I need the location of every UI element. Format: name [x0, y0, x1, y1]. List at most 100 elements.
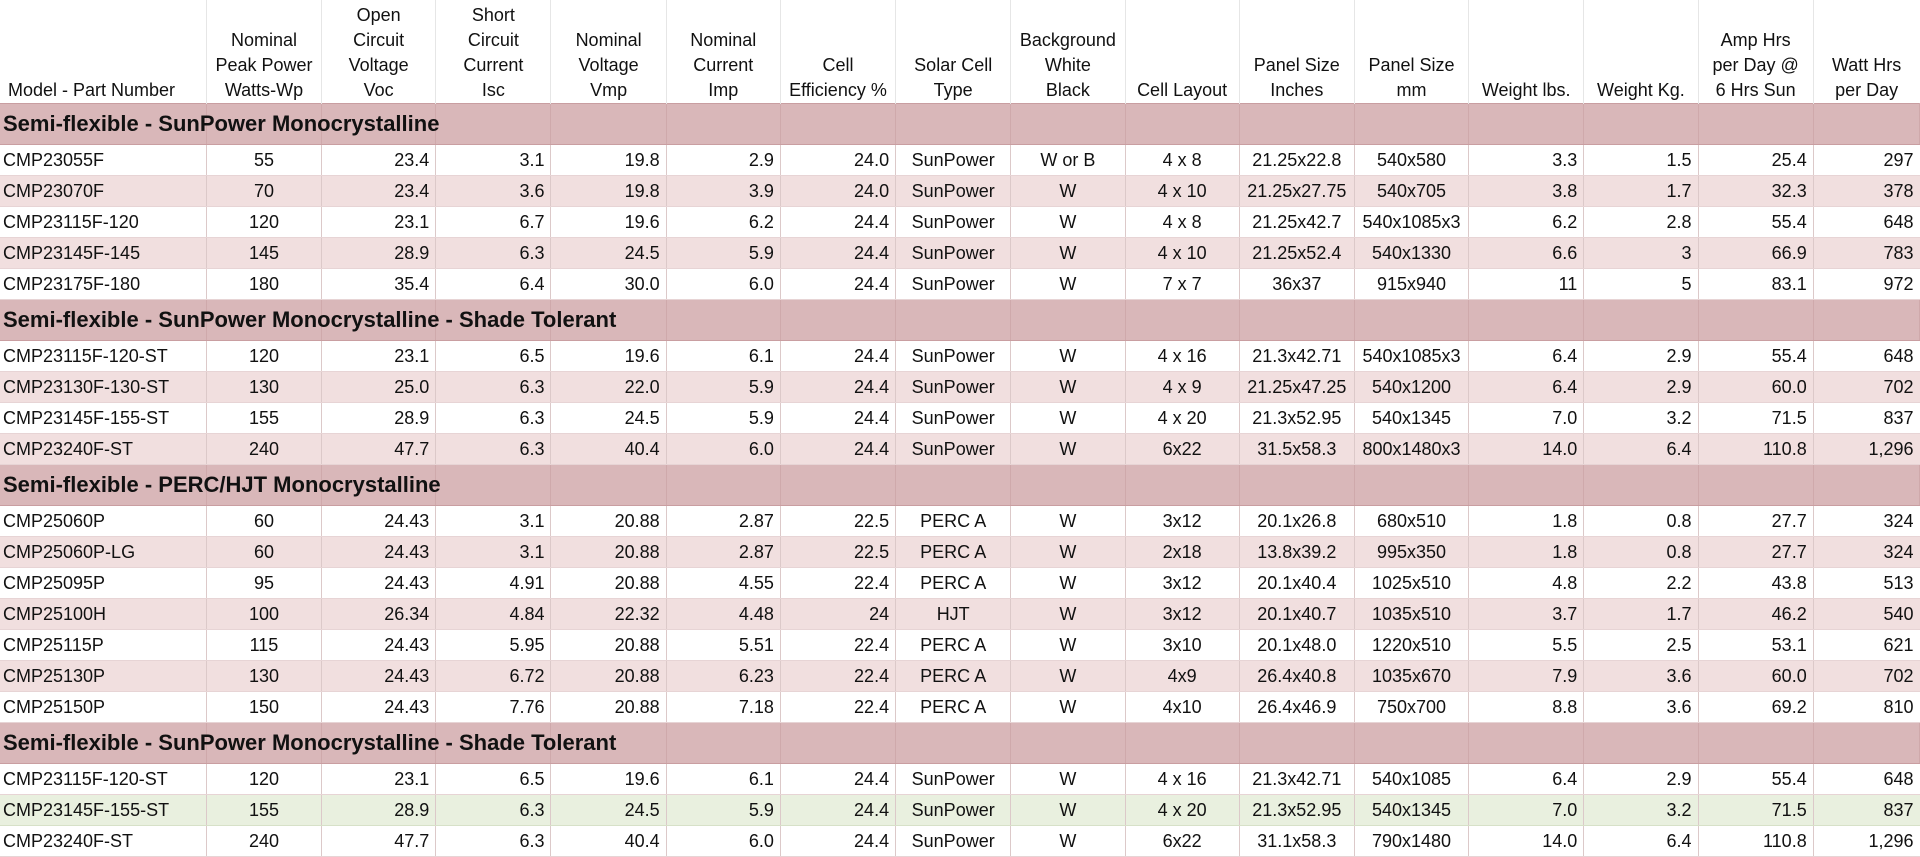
section-filler-cell: [895, 722, 1012, 764]
cell-nominal-voltage: 20.88: [550, 536, 667, 568]
column-header-line: Current: [463, 55, 524, 75]
table-header: Model - Part Number Nominal Peak Power Watt…: [0, 0, 1920, 104]
cell-peak-power: 95: [206, 567, 323, 599]
cell-background-color: W: [1010, 536, 1126, 568]
cell-peak-power: 130: [206, 660, 323, 692]
cell-model-part-number: CMP25130P: [0, 660, 207, 692]
cell-amp-hrs-per-day: 53.1: [1698, 629, 1814, 661]
cell-panel-size-mm: 1025x510: [1354, 567, 1470, 599]
section-filler-cell: [895, 299, 1012, 341]
section-filler-cell: [1239, 464, 1355, 506]
column-header-line: Weight Kg.: [1597, 80, 1685, 100]
cell-nominal-voltage: 20.88: [550, 505, 667, 537]
cell-background-color: W: [1010, 206, 1126, 238]
cell-short-circuit-current: 6.5: [435, 340, 552, 372]
cell-weight-lbs: 1.8: [1468, 536, 1585, 568]
cell-short-circuit-current: 6.72: [435, 660, 552, 692]
cell-cell-efficiency: 24.4: [780, 433, 897, 465]
column-header-panel-size-mm: Panel Size mm: [1354, 0, 1470, 104]
cell-peak-power: 55: [206, 144, 323, 176]
column-header-line: Efficiency %: [789, 80, 887, 100]
cell-cell-layout: 3x12: [1125, 598, 1240, 630]
cell-nominal-current: 2.87: [666, 536, 781, 568]
cell-model-part-number: CMP23130F-130-ST: [0, 371, 207, 403]
cell-background-color: W: [1010, 175, 1126, 207]
cell-peak-power: 145: [206, 237, 323, 269]
column-header-line: Watts-Wp: [224, 80, 304, 100]
section-filler-cell: [550, 299, 667, 341]
cell-open-circuit-voltage: 23.1: [321, 340, 437, 372]
cell-panel-size-mm: 540x580: [1354, 144, 1470, 176]
cell-nominal-current: 5.9: [666, 402, 781, 434]
cell-amp-hrs-per-day: 71.5: [1698, 794, 1814, 826]
cell-cell-layout: 7 x 7: [1125, 268, 1240, 300]
cell-model-part-number: CMP23145F-155-ST: [0, 402, 207, 434]
cell-cell-efficiency: 24.4: [780, 206, 897, 238]
cell-nominal-current: 6.1: [666, 763, 781, 795]
cell-background-color: W: [1010, 268, 1126, 300]
cell-open-circuit-voltage: 24.43: [321, 505, 437, 537]
cell-open-circuit-voltage: 28.9: [321, 402, 437, 434]
cell-nominal-voltage: 20.88: [550, 567, 667, 599]
cell-cell-layout: 4 x 8: [1125, 206, 1240, 238]
cell-background-color: W: [1010, 794, 1126, 826]
section-filler-cell: [780, 722, 897, 764]
cell-model-part-number: CMP25060P-LG: [0, 536, 207, 568]
cell-nominal-voltage: 40.4: [550, 825, 667, 857]
cell-open-circuit-voltage: 26.34: [321, 598, 437, 630]
cell-weight-kg: 2.9: [1583, 763, 1699, 795]
section-filler-cell: [1125, 299, 1240, 341]
section-filler-cell: [1125, 464, 1240, 506]
cell-open-circuit-voltage: 23.4: [321, 175, 437, 207]
section-filler-cell: [435, 722, 552, 764]
cell-weight-kg: 2.2: [1583, 567, 1699, 599]
section-filler-cell: [1583, 103, 1699, 145]
section-filler-cell: [550, 103, 667, 145]
cell-open-circuit-voltage: 23.1: [321, 206, 437, 238]
section-filler-cell: [321, 722, 437, 764]
table-row: CMP23115F-120-ST 120 23.1 6.5 19.6 6.1 24.4 Sun…: [0, 763, 1920, 795]
table-row: CMP25060P-LG 60 24.43 3.1 20.88 2.87 22.5 PERC …: [0, 536, 1920, 568]
section-filler-cell: [1813, 103, 1920, 145]
cell-watt-hrs-per-day: 540: [1813, 598, 1920, 630]
cell-panel-size-inches: 31.1x58.3: [1239, 825, 1355, 857]
cell-model-part-number: CMP25095P: [0, 567, 207, 599]
section-filler-cell: [1125, 722, 1240, 764]
cell-peak-power: 120: [206, 763, 323, 795]
section-filler-cell: [1813, 722, 1920, 764]
cell-model-part-number: CMP23145F-145: [0, 237, 207, 269]
cell-cell-efficiency: 24.4: [780, 237, 897, 269]
cell-amp-hrs-per-day: 27.7: [1698, 536, 1814, 568]
cell-solar-cell-type: SunPower: [895, 433, 1012, 465]
cell-nominal-current: 6.23: [666, 660, 781, 692]
cell-solar-cell-type: PERC A: [895, 505, 1012, 537]
cell-panel-size-inches: 21.3x42.71: [1239, 340, 1355, 372]
cell-amp-hrs-per-day: 83.1: [1698, 268, 1814, 300]
cell-open-circuit-voltage: 24.43: [321, 660, 437, 692]
cell-background-color: W: [1010, 505, 1126, 537]
cell-cell-layout: 4 x 16: [1125, 763, 1240, 795]
cell-nominal-voltage: 30.0: [550, 268, 667, 300]
cell-peak-power: 60: [206, 505, 323, 537]
cell-cell-efficiency: 22.5: [780, 536, 897, 568]
cell-open-circuit-voltage: 23.1: [321, 763, 437, 795]
column-header-line: Voc: [363, 80, 394, 100]
cell-nominal-voltage: 24.5: [550, 794, 667, 826]
cell-weight-kg: 2.9: [1583, 371, 1699, 403]
cell-peak-power: 180: [206, 268, 323, 300]
cell-watt-hrs-per-day: 648: [1813, 206, 1920, 238]
section-filler-cell: [666, 464, 781, 506]
cell-panel-size-inches: 21.3x42.71: [1239, 763, 1355, 795]
section-filler-cell: [780, 464, 897, 506]
cell-nominal-current: 5.9: [666, 371, 781, 403]
cell-panel-size-mm: 995x350: [1354, 536, 1470, 568]
cell-weight-kg: 3.2: [1583, 402, 1699, 434]
cell-amp-hrs-per-day: 55.4: [1698, 763, 1814, 795]
cell-background-color: W: [1010, 371, 1126, 403]
table-row: CMP23115F-120-ST 120 23.1 6.5 19.6 6.1 24.4 Sun…: [0, 340, 1920, 372]
column-header-panel-size-inches: Panel Size Inches: [1239, 0, 1355, 104]
section-filler-cell: [1354, 722, 1470, 764]
section-filler-cell: [780, 299, 897, 341]
cell-weight-lbs: 6.2: [1468, 206, 1585, 238]
cell-nominal-current: 4.55: [666, 567, 781, 599]
